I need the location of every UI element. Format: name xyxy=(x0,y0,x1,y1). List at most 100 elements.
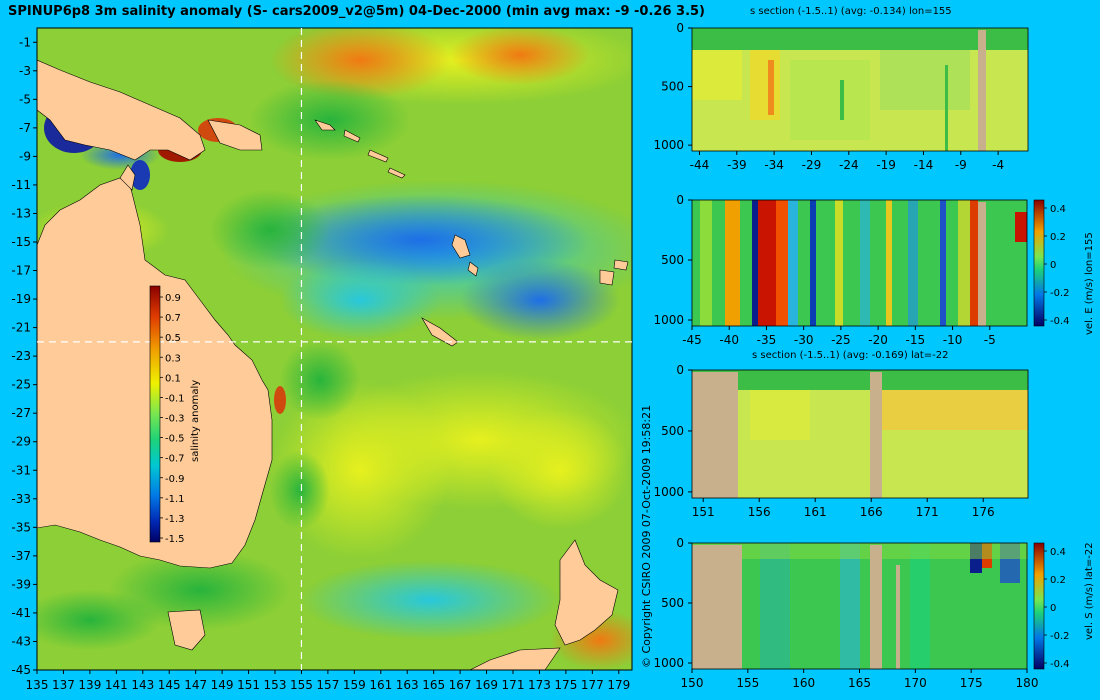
p4-x-tick-label: 150 xyxy=(681,676,704,690)
salinity-map: 135 137 139 141 143 145 147 149 151 153 155 157 159 1… xyxy=(11,27,633,692)
map-colorbar xyxy=(149,285,161,543)
map-colorbar-tick-label: 0.9 xyxy=(165,293,181,304)
panel-salinity-lon155: -44 -39 -34 -29 -24 -19 -14 -9 -4 0 500 1000 xyxy=(653,21,1029,172)
map-x-tick-label: 135 xyxy=(26,678,49,692)
p2-x-tick-label: -30 xyxy=(794,333,814,347)
map-colorbar-tick-label: -1.3 xyxy=(165,514,185,525)
p4-colorbar-tick-label: 0.4 xyxy=(1050,547,1066,558)
panel-salinity-lat22: 151 156 161 166 171 176 0 500 1000 xyxy=(653,363,1029,519)
p4-x-tick-label: 170 xyxy=(904,676,927,690)
p2-x-tick-label: -15 xyxy=(906,333,926,347)
p2-colorbar-tick-label: 0.2 xyxy=(1050,232,1066,243)
p4-x-tick-label: 165 xyxy=(848,676,871,690)
map-x-tick-label: 177 xyxy=(581,678,604,692)
p4-colorbar-tick-label: -0.4 xyxy=(1050,659,1070,670)
p4-y-tick-label: 0 xyxy=(676,536,684,550)
map-colorbar-tick-label: -0.1 xyxy=(165,393,185,404)
map-y-tick-label: -15 xyxy=(11,235,31,249)
map-y-tick-label: -29 xyxy=(11,435,31,449)
map-colorbar-tick-label: 0.7 xyxy=(165,313,181,324)
map-colorbar-tick-label: -0.9 xyxy=(165,474,185,485)
p1-x-tick-label: -19 xyxy=(876,158,896,172)
p4-colorbar-tick-label: -0.2 xyxy=(1050,631,1070,642)
map-title: SPINUP6p8 3m salinity anomaly (S- cars20… xyxy=(8,4,705,19)
map-colorbar-label: salinity anomaly xyxy=(190,379,201,462)
map-x-tick-label: 141 xyxy=(105,678,128,692)
p3-y-tick-label: 1000 xyxy=(653,485,684,499)
panel-vel-s-lat22: 150 155 160 165 170 175 180 0 500 1000 0.4 0.2 0 -0.… xyxy=(653,536,1070,690)
p1-x-tick-label: -29 xyxy=(802,158,822,172)
map-x-tick-label: 171 xyxy=(502,678,525,692)
p1-x-tick-label: -24 xyxy=(839,158,859,172)
p2-colorbar-tick-label: 0 xyxy=(1050,260,1056,271)
p4-colorbar-tick-label: 0.2 xyxy=(1050,575,1066,586)
p2-y-tick-label: 0 xyxy=(676,193,684,207)
map-x-tick-label: 157 xyxy=(316,678,339,692)
map-y-tick-label: -33 xyxy=(11,492,31,506)
map-x-tick-label: 147 xyxy=(184,678,207,692)
map-y-tick-label: -21 xyxy=(11,321,31,335)
panel-vel-e-lon155: -45 -40 -35 -30 -25 -20 -15 -10 -5 0 500 1000 0.4 0.… xyxy=(653,193,1070,347)
map-y-tick-label: -23 xyxy=(11,349,31,363)
map-y-tick-label: -25 xyxy=(11,378,31,392)
p1-y-tick-label: 1000 xyxy=(653,138,684,152)
p3-x-tick-label: 171 xyxy=(916,505,939,519)
map-x-tick-label: 161 xyxy=(369,678,392,692)
map-y-tick-label: -7 xyxy=(19,121,31,135)
p4-x-tick-label: 155 xyxy=(736,676,759,690)
map-x-tick-label: 143 xyxy=(131,678,154,692)
p3-y-tick-label: 0 xyxy=(676,363,684,377)
map-y-tick-label: -11 xyxy=(11,178,31,192)
map-colorbar-tick-label: 0.5 xyxy=(165,333,181,344)
panel2-colorbar xyxy=(1033,199,1045,327)
p4-colorbar-tick-label: 0 xyxy=(1050,603,1056,614)
map-colorbar-tick-label: -0.3 xyxy=(165,414,185,425)
map-y-tick-label: -3 xyxy=(19,64,31,78)
p2-x-tick-label: -40 xyxy=(719,333,739,347)
panel3-title: s section (-1.5..1) (avg: -0.169) lat=-2… xyxy=(752,350,949,361)
p2-x-tick-label: -35 xyxy=(757,333,777,347)
map-x-tick-label: 179 xyxy=(607,678,630,692)
map-y-tick-label: -5 xyxy=(19,92,31,106)
map-colorbar-tick-label: -0.7 xyxy=(165,454,185,465)
map-x-tick-label: 155 xyxy=(290,678,313,692)
map-colorbar-tick-label: 0.1 xyxy=(165,373,181,384)
p1-y-tick-label: 500 xyxy=(661,80,684,94)
p1-x-tick-label: -14 xyxy=(914,158,934,172)
map-x-tick-label: 153 xyxy=(264,678,287,692)
map-y-tick-label: -17 xyxy=(11,264,31,278)
panel2-colorbar-label: vel. E (m/s) lon=155 xyxy=(1084,232,1095,335)
p4-y-tick-label: 1000 xyxy=(653,656,684,670)
p1-x-tick-label: -9 xyxy=(955,158,967,172)
p1-y-tick-label: 0 xyxy=(676,21,684,35)
map-x-tick-label: 163 xyxy=(396,678,419,692)
map-y-tick-label: -1 xyxy=(19,35,31,49)
map-x-tick-label: 151 xyxy=(237,678,260,692)
p1-x-tick-label: -39 xyxy=(727,158,747,172)
p2-y-tick-label: 500 xyxy=(661,253,684,267)
map-x-tick-label: 173 xyxy=(528,678,551,692)
map-x-tick-label: 175 xyxy=(554,678,577,692)
p2-x-tick-label: -5 xyxy=(984,333,996,347)
p3-x-tick-label: 166 xyxy=(860,505,883,519)
p4-x-tick-label: 175 xyxy=(960,676,983,690)
map-colorbar-tick-label: 0.3 xyxy=(165,353,181,364)
map-y-tick-label: -43 xyxy=(11,634,31,648)
p2-y-tick-label: 1000 xyxy=(653,313,684,327)
p3-x-tick-label: 161 xyxy=(804,505,827,519)
map-y-tick-label: -37 xyxy=(11,549,31,563)
map-x-tick-label: 139 xyxy=(78,678,101,692)
map-y-tick-label: -13 xyxy=(11,206,31,220)
p4-x-tick-label: 180 xyxy=(1016,676,1039,690)
map-x-tick-label: 137 xyxy=(52,678,75,692)
map-y-tick-label: -35 xyxy=(11,520,31,534)
p2-x-tick-label: -20 xyxy=(868,333,888,347)
p1-x-tick-label: -4 xyxy=(992,158,1004,172)
p2-colorbar-tick-label: -0.2 xyxy=(1050,288,1070,299)
panel1-title: s section (-1.5..1) (avg: -0.134) lon=15… xyxy=(750,6,952,17)
panel1-land xyxy=(978,30,986,151)
p2-colorbar-tick-label: -0.4 xyxy=(1050,316,1070,327)
map-y-tick-label: -31 xyxy=(11,463,31,477)
map-y-tick-label: -27 xyxy=(11,406,31,420)
map-y-tick-label: -19 xyxy=(11,292,31,306)
